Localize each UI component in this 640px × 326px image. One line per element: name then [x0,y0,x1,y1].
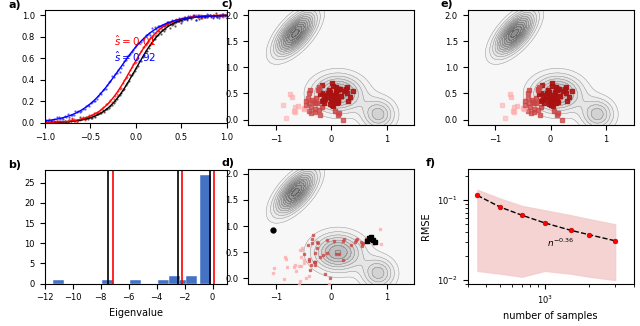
Bar [53,280,65,284]
Text: c): c) [222,0,234,9]
Bar [130,280,141,284]
X-axis label: Eigenvalue: Eigenvalue [109,308,163,318]
Text: $\hat{s} = 0.01$: $\hat{s} = 0.01$ [114,34,156,48]
Text: a): a) [8,0,21,9]
Bar [102,280,113,284]
Bar [200,174,211,284]
X-axis label: number of samples: number of samples [503,311,598,321]
Text: e): e) [441,0,454,9]
Text: d): d) [222,158,235,168]
Text: b): b) [8,160,22,170]
Bar [186,275,197,284]
Text: $n^{-0.36}$: $n^{-0.36}$ [547,236,574,249]
Bar [179,280,190,284]
Text: f): f) [426,158,436,168]
Text: $\hat{s} = 0.92$: $\hat{s} = 0.92$ [114,50,156,64]
Bar [158,280,169,284]
Y-axis label: RMSE: RMSE [422,212,431,240]
Bar [168,275,180,284]
